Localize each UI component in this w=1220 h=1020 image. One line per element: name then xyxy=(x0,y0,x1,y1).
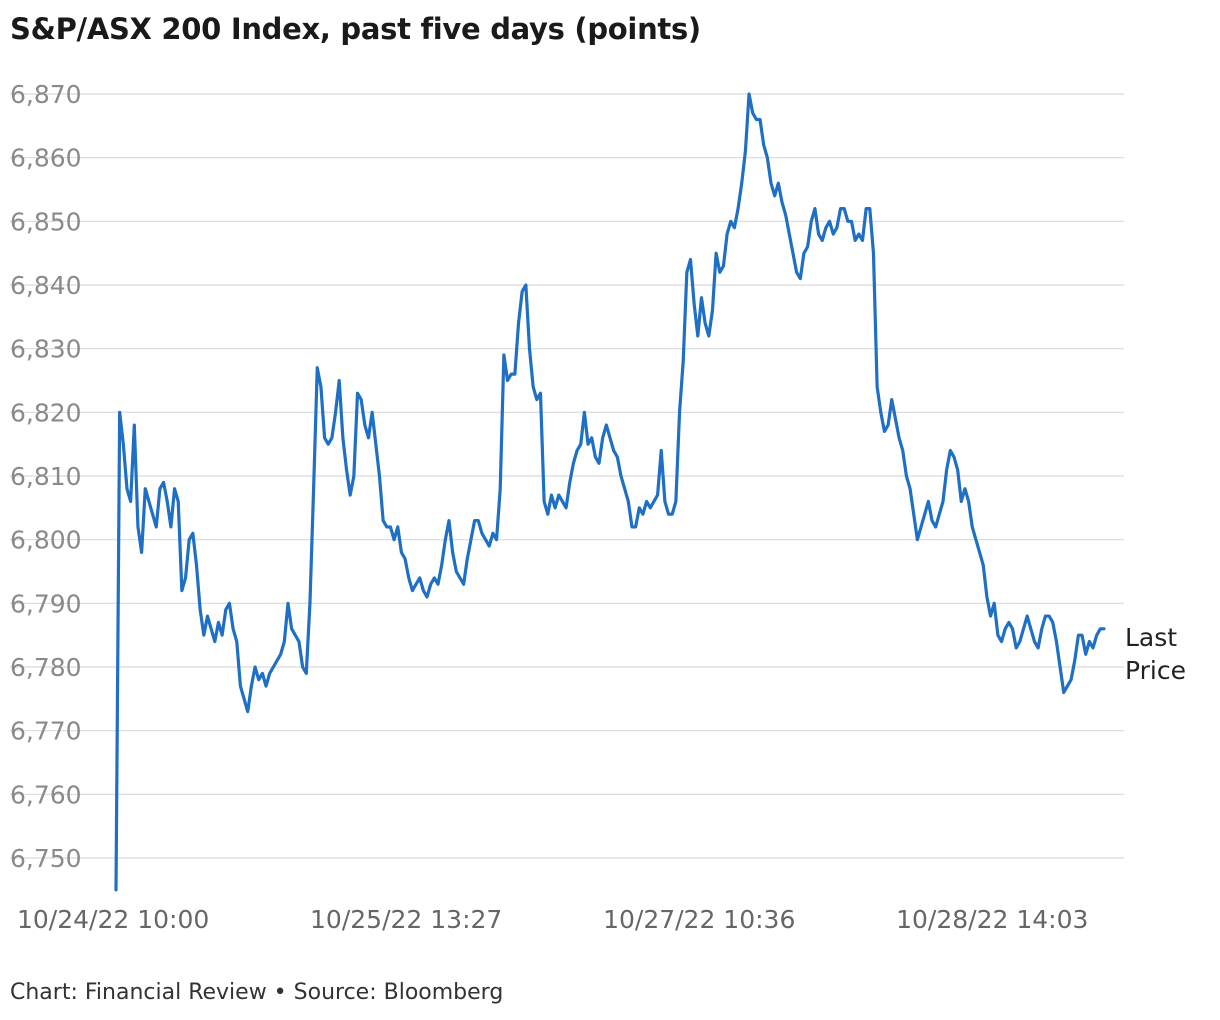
y-tick-label: 6,780 xyxy=(10,653,82,682)
last-price-label-2: Price xyxy=(1125,656,1186,685)
chart-source: Chart: Financial Review • Source: Bloomb… xyxy=(10,980,504,1005)
y-tick-label: 6,790 xyxy=(10,589,82,618)
x-axis-ticks: 10/24/22 10:00 10/25/22 13:27 10/27/22 10:… xyxy=(17,905,1088,934)
y-tick-label: 6,770 xyxy=(10,717,82,746)
x-tick-label: 10/28/22 14:03 xyxy=(896,905,1088,934)
series-line-sp-asx-200 xyxy=(114,92,1106,892)
x-tick-label: 10/25/22 13:27 xyxy=(310,905,502,934)
chart-title: S&P/ASX 200 Index, past five days (point… xyxy=(10,12,701,46)
y-tick-label: 6,760 xyxy=(10,780,82,809)
y-axis-ticks: 6,750 6,760 6,770 6,780 6,790 6,800 6,810 6,820… xyxy=(10,80,82,873)
last-price-label: Last xyxy=(1125,623,1177,652)
x-tick-label: 10/24/22 10:00 xyxy=(17,905,209,934)
y-tick-label: 6,850 xyxy=(10,207,82,236)
y-tick-label: 6,870 xyxy=(10,80,82,109)
y-tick-label: 6,800 xyxy=(10,526,82,555)
x-tick-label: 10/27/22 10:36 xyxy=(603,905,795,934)
y-tick-label: 6,820 xyxy=(10,398,82,427)
y-tick-label: 6,810 xyxy=(10,462,82,491)
gridlines xyxy=(10,93,1124,859)
y-tick-label: 6,830 xyxy=(10,335,82,364)
y-tick-label: 6,860 xyxy=(10,144,82,173)
y-tick-label: 6,840 xyxy=(10,271,82,300)
y-tick-label: 6,750 xyxy=(10,844,82,873)
